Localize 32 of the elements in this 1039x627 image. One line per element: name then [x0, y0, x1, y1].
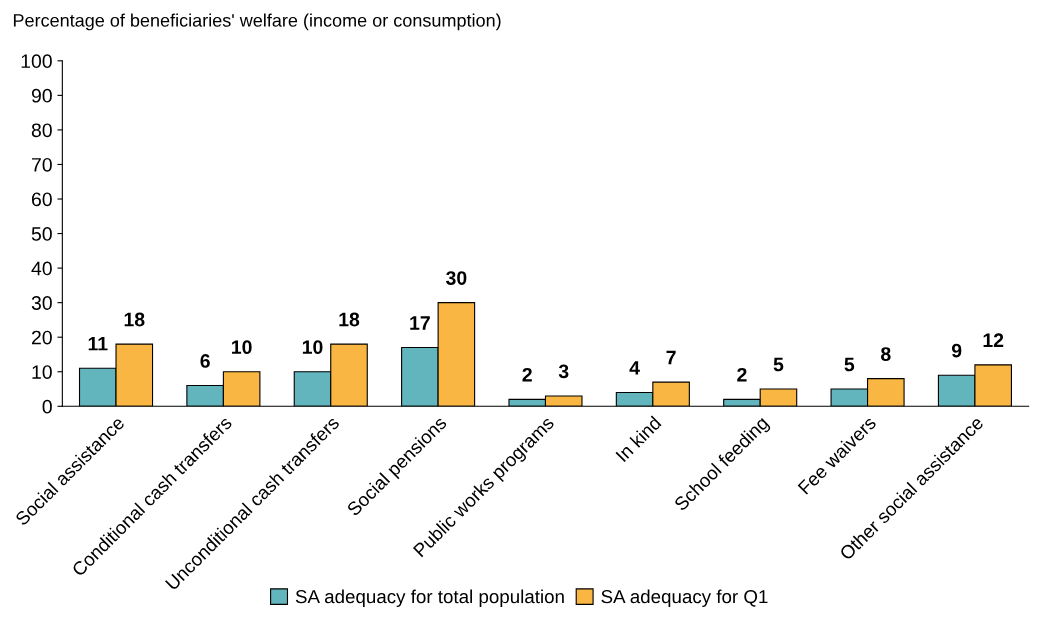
data-label: 10: [232, 340, 252, 355]
legend-label: SA adequacy for total population: [295, 589, 564, 607]
data-label: 5: [773, 357, 784, 372]
y-tick-label: 80: [31, 123, 52, 138]
y-tick-label: 20: [31, 330, 52, 345]
data-label: 11: [88, 336, 108, 351]
y-tick-label: 70: [31, 157, 52, 172]
data-label: 4: [629, 361, 640, 375]
data-label: 12: [983, 333, 1004, 347]
y-tick-label: 30: [31, 296, 52, 310]
y-axis-title: Percentage of beneficiaries' welfare (income or consumption): [13, 13, 501, 31]
data-label: 2: [737, 367, 747, 382]
legend-label: SA adequacy for Q1: [601, 589, 768, 607]
data-label: 7: [666, 350, 676, 365]
y-tick-label: 90: [31, 88, 52, 103]
y-tick-label: 40: [31, 261, 52, 276]
data-label: 18: [339, 312, 360, 327]
y-tick-label: 100: [21, 54, 52, 69]
y-tick-label: 50: [31, 227, 52, 241]
data-label: 3: [558, 364, 569, 379]
data-label: 8: [881, 347, 891, 361]
data-label: 10: [302, 340, 323, 355]
y-tick-label: 10: [32, 365, 52, 379]
y-tick-label: 0: [42, 399, 52, 414]
data-label: 2: [522, 367, 532, 382]
data-label: 6: [200, 354, 210, 368]
data-label: 18: [124, 312, 145, 327]
data-label: 9: [951, 343, 962, 358]
y-tick-label: 60: [31, 192, 52, 207]
data-label: 17: [410, 316, 430, 330]
data-label: 30: [446, 271, 467, 285]
data-label: 5: [844, 357, 855, 372]
